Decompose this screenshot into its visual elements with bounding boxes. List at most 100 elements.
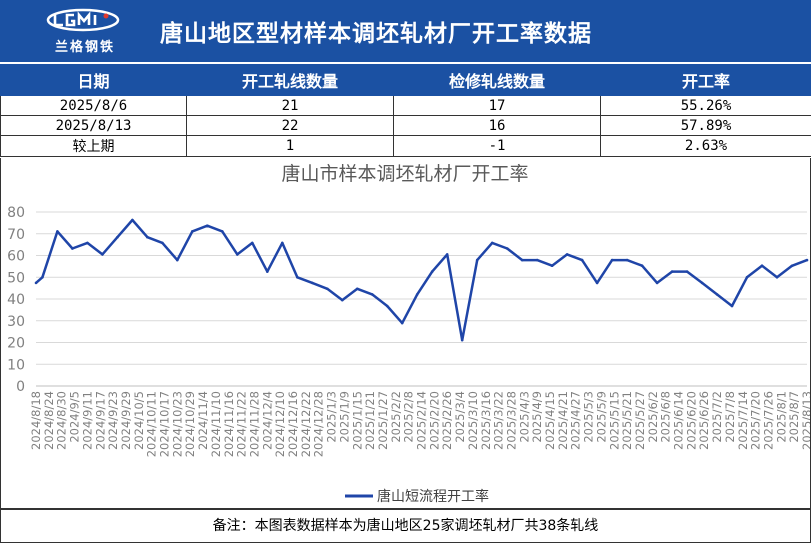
x-tick-label: 2024/8/30 (55, 391, 69, 450)
x-tick-label: 2025/1/9 (337, 391, 351, 443)
y-tick-label: 70 (7, 227, 25, 243)
data-point (476, 259, 479, 262)
data-point (206, 224, 209, 227)
table-cell-maintenance-lines: 16 (394, 116, 601, 136)
data-point (86, 242, 89, 245)
data-point (41, 276, 44, 279)
column-header-running-lines: 开工轧线数量 (187, 65, 394, 96)
data-point (326, 288, 329, 291)
y-tick-label: 40 (7, 292, 25, 308)
table-cell-running-lines: 1 (187, 136, 394, 157)
table-row: 较上期 1 -1 2.63% (1, 136, 811, 157)
chart-title: 唐山市样本调坯轧材厂开工率 (281, 163, 528, 185)
table-cell-utilization-rate: 2.63% (601, 136, 811, 157)
table-cell-utilization-rate: 55.26% (601, 96, 811, 116)
x-tick-label: 2024/9/11 (80, 391, 94, 450)
data-point (71, 247, 74, 250)
series-layer (35, 219, 809, 342)
table-cell-date: 较上期 (1, 136, 187, 157)
data-point (131, 219, 134, 222)
table-header-row: 日期 开工轧线数量 检修轧线数量 开工率 (1, 65, 811, 96)
data-point (626, 259, 629, 262)
data-point (566, 253, 569, 256)
x-tick-label: 2025/7/26 (761, 391, 775, 450)
data-point (716, 293, 719, 296)
table-cell-date: 2025/8/13 (1, 116, 187, 136)
data-point (776, 276, 779, 279)
data-point (611, 259, 614, 262)
x-tick-label: 2025/2/8 (402, 391, 416, 443)
data-point (536, 259, 539, 262)
data-point (596, 282, 599, 285)
x-tick-label: 2024/12/22 (299, 391, 313, 457)
column-header-date: 日期 (1, 65, 187, 96)
footnote: 备注：本图表数据样本为唐山地区25家调坯轧材厂共38条轧线 (0, 509, 811, 543)
table-cell-utilization-rate: 57.89% (601, 116, 811, 136)
table-row: 2025/8/6 21 17 55.26% (1, 96, 811, 116)
x-tick-label: 2024/8/18 (29, 391, 43, 450)
x-tick-label: 2025/4/15 (543, 391, 557, 450)
x-tick-label: 2025/7/8 (723, 391, 737, 443)
y-tick-label: 50 (7, 270, 25, 286)
data-point (491, 242, 494, 245)
x-tick-label: 2025/7/2 (710, 391, 724, 443)
data-point (341, 299, 344, 302)
chart-legend: 唐山短流程开工率 (345, 488, 489, 505)
data-point (311, 282, 314, 285)
data-point (176, 259, 179, 262)
x-tick-label: 2024/9/29 (119, 391, 133, 450)
data-point (401, 322, 404, 325)
data-point (161, 242, 164, 245)
x-tick-label: 2024/10/29 (183, 391, 197, 457)
data-point (356, 288, 359, 291)
y-tick-label: 20 (7, 336, 25, 352)
data-point (761, 264, 764, 267)
x-tick-label: 2025/4/3 (517, 391, 531, 443)
data-point (656, 282, 659, 285)
data-point (671, 270, 674, 273)
y-tick-label: 80 (7, 205, 25, 221)
x-tick-label: 2025/6/14 (672, 391, 686, 450)
x-tick-label: 2024/12/28 (312, 391, 326, 457)
data-point (191, 230, 194, 233)
data-point (386, 305, 389, 308)
y-tick-label: 0 (16, 379, 25, 395)
data-point (581, 259, 584, 262)
data-point (116, 236, 119, 239)
data-point (101, 253, 104, 256)
page-title: 唐山地区型材样本调坯轧材厂开工率数据 (160, 14, 592, 48)
table-cell-running-lines: 22 (187, 116, 394, 136)
data-point (791, 265, 794, 268)
data-point (446, 253, 449, 256)
data-point (731, 305, 734, 308)
x-tick-label: 2025/2/26 (440, 391, 454, 450)
x-tick-label: 2025/8/13 (800, 391, 810, 450)
y-tick-label: 30 (7, 314, 25, 330)
data-point (296, 276, 299, 279)
data-point (371, 293, 374, 296)
data-point (266, 270, 269, 273)
column-header-utilization-rate: 开工率 (601, 65, 811, 96)
data-point (35, 282, 38, 285)
logo-text: 兰格钢铁 (44, 36, 126, 55)
data-point (461, 339, 464, 342)
x-tick-label: 2024/11/10 (209, 391, 223, 457)
x-tick-label: 2025/2/14 (415, 391, 429, 450)
column-header-maintenance-lines: 检修轧线数量 (394, 65, 601, 96)
data-point (281, 242, 284, 245)
data-point (56, 230, 59, 233)
table-cell-maintenance-lines: -1 (394, 136, 601, 157)
data-point (686, 270, 689, 273)
series-line (36, 220, 807, 340)
y-tick-label: 60 (7, 249, 25, 265)
data-point (416, 293, 419, 296)
x-tick-label: 2025/8/7 (787, 391, 801, 443)
data-point (746, 276, 749, 279)
data-point (431, 270, 434, 273)
y-tick-label: 10 (7, 357, 25, 373)
y-axis-tick-labels: 0 10 20 30 40 50 60 70 80 (7, 205, 25, 395)
x-tick-label: 2024/10/11 (145, 391, 159, 457)
table-row: 2025/8/13 22 16 57.89% (1, 116, 811, 136)
